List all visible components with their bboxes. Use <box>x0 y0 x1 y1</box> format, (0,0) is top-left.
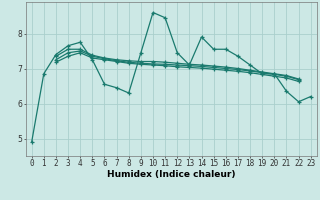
X-axis label: Humidex (Indice chaleur): Humidex (Indice chaleur) <box>107 170 236 179</box>
